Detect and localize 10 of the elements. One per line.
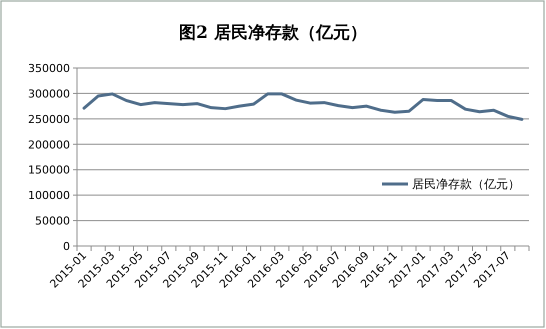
y-tick-label: 150000 xyxy=(28,164,70,177)
legend-label: 居民净存款（亿元） xyxy=(412,177,520,191)
y-tick-label: 50000 xyxy=(35,214,70,228)
y-tick-label: 300000 xyxy=(28,87,70,100)
y-tick-label: 350000 xyxy=(28,62,70,75)
y-tick-label: 0 xyxy=(63,240,70,253)
y-tick-label: 200000 xyxy=(28,138,70,152)
chart-title: 图2 居民净存款（亿元） xyxy=(179,23,367,43)
y-tick-label: 100000 xyxy=(28,189,70,202)
y-tick-label: 250000 xyxy=(28,112,70,126)
